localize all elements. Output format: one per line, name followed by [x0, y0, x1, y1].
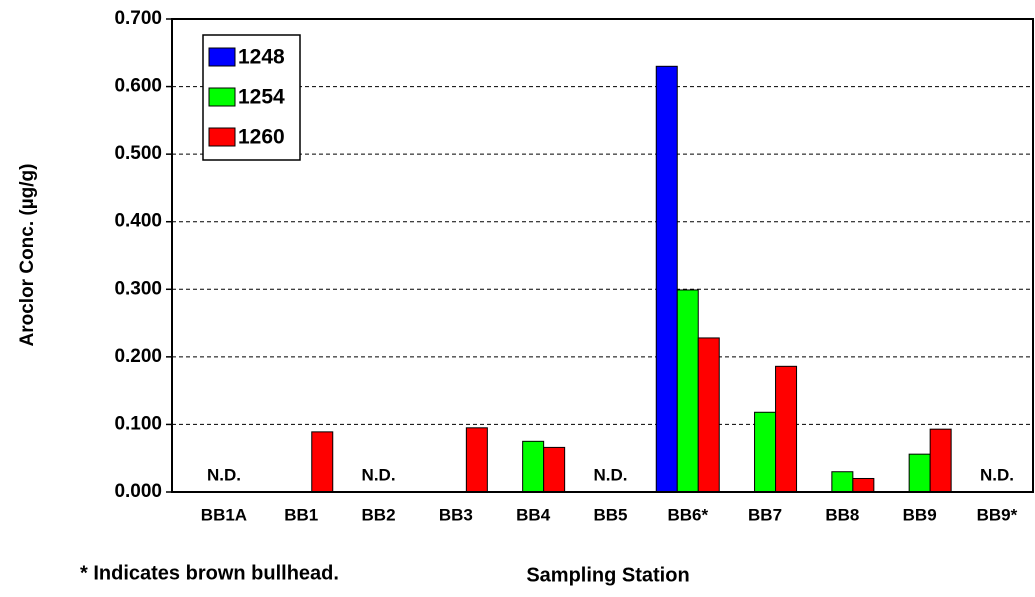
x-axis-label: Sampling Station	[526, 564, 689, 586]
legend-label: 1260	[238, 126, 285, 149]
y-tick-label: 0.700	[114, 8, 162, 29]
nd-label: N.D.	[207, 465, 241, 484]
x-tick-label: BB6*	[667, 505, 708, 524]
y-tick-label: 0.100	[114, 413, 162, 434]
bar	[852, 477, 875, 493]
nd-label: N.D.	[362, 465, 396, 484]
y-axis-label: Aroclor Conc. (µg/g)	[17, 164, 38, 347]
y-tick-label: 0.200	[114, 346, 162, 367]
footnote: * Indicates brown bullhead.	[80, 562, 339, 584]
bar	[311, 431, 334, 493]
x-tick-label: BB9	[903, 505, 937, 524]
legend-swatch	[208, 87, 236, 107]
legend-label: 1254	[238, 86, 285, 109]
x-tick-label: BB7	[748, 505, 782, 524]
x-tick-label: BB8	[825, 505, 859, 524]
bar	[543, 446, 566, 493]
nd-label: N.D.	[980, 465, 1014, 484]
x-tick-label: BB3	[439, 505, 473, 524]
bar	[676, 289, 699, 493]
bar	[831, 471, 854, 493]
y-tick-label: 0.000	[114, 481, 162, 502]
x-tick-label: BB5	[593, 505, 627, 524]
y-tick-label: 0.600	[114, 76, 162, 97]
plot-frame	[171, 18, 1034, 493]
bar	[775, 365, 798, 493]
nd-label: N.D.	[593, 465, 627, 484]
bar	[655, 65, 678, 493]
legend-swatch	[208, 47, 236, 67]
x-tick-label: BB1	[284, 505, 318, 524]
bar	[522, 440, 545, 493]
bar	[465, 427, 488, 493]
y-tick-label: 0.400	[114, 211, 162, 232]
legend-label: 1248	[238, 46, 285, 69]
bar	[929, 428, 952, 493]
bar	[754, 411, 777, 493]
y-tick-label: 0.500	[114, 143, 162, 164]
legend-swatch	[208, 127, 236, 147]
y-tick-label: 0.300	[114, 278, 162, 299]
bar	[908, 453, 931, 493]
bar	[697, 337, 720, 493]
x-tick-label: BB2	[362, 505, 396, 524]
x-tick-label: BB4	[516, 505, 551, 524]
x-tick-label: BB1A	[201, 505, 247, 524]
x-tick-label: BB9*	[977, 505, 1018, 524]
